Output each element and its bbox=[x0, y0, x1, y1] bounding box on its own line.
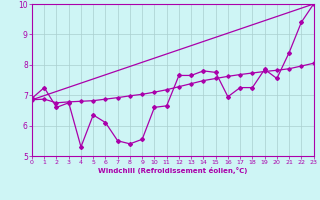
X-axis label: Windchill (Refroidissement éolien,°C): Windchill (Refroidissement éolien,°C) bbox=[98, 167, 247, 174]
